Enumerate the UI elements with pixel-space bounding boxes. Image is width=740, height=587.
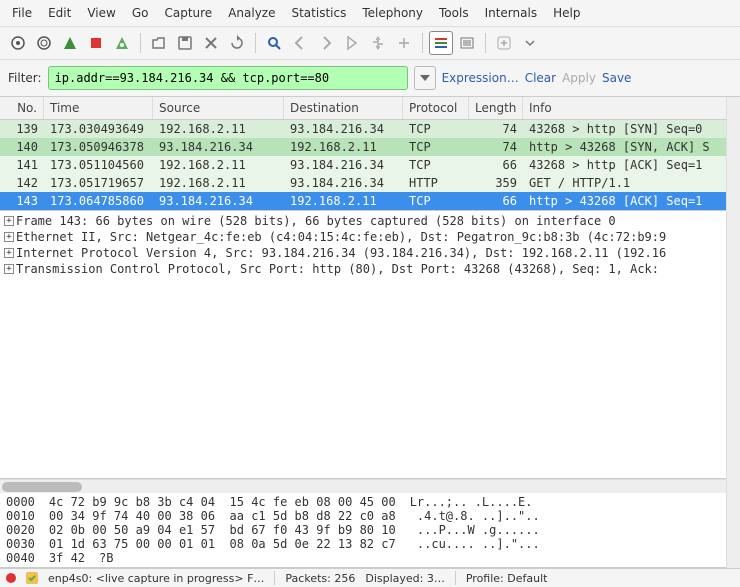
menu-statistics[interactable]: Statistics bbox=[283, 2, 354, 24]
col-header-destination[interactable]: Destination bbox=[284, 97, 403, 119]
hex-row[interactable]: 002002 0b 00 50 a9 04 e1 57 bd 67 f0 43 … bbox=[6, 523, 734, 537]
packet-row[interactable]: 141173.051104560192.168.2.1193.184.216.3… bbox=[0, 156, 740, 174]
expand-icon[interactable]: + bbox=[4, 248, 14, 258]
menu-view[interactable]: View bbox=[79, 2, 123, 24]
list-icon[interactable] bbox=[6, 31, 30, 55]
save-link[interactable]: Save bbox=[602, 71, 631, 85]
details-tree-row[interactable]: +Frame 143: 66 bytes on wire (528 bits),… bbox=[2, 213, 738, 229]
menu-bar: FileEditViewGoCaptureAnalyzeStatisticsTe… bbox=[0, 0, 740, 27]
last-icon[interactable] bbox=[392, 31, 416, 55]
packet-row[interactable]: 143173.06478586093.184.216.34192.168.2.1… bbox=[0, 192, 740, 210]
expand-icon[interactable]: + bbox=[4, 216, 14, 226]
col-header-source[interactable]: Source bbox=[153, 97, 284, 119]
hex-row[interactable]: 001000 34 9f 74 40 00 38 06 aa c1 5d b8 … bbox=[6, 509, 734, 523]
packet-details-pane: +Frame 143: 66 bytes on wire (528 bits),… bbox=[0, 211, 740, 479]
expand-icon[interactable]: + bbox=[4, 232, 14, 242]
packet-bytes-pane: 00004c 72 b9 9c b8 3b c4 04 15 4c fe eb … bbox=[0, 493, 740, 568]
packet-row[interactable]: 142173.051719657192.168.2.1193.184.216.3… bbox=[0, 174, 740, 192]
col-header-no[interactable]: No. bbox=[0, 97, 44, 119]
packet-row[interactable]: 140173.05094637893.184.216.34192.168.2.1… bbox=[0, 138, 740, 156]
menu-telephony[interactable]: Telephony bbox=[354, 2, 431, 24]
hex-row[interactable]: 00403f 42?B bbox=[6, 551, 734, 565]
find-icon[interactable] bbox=[262, 31, 286, 55]
col-header-info[interactable]: Info bbox=[523, 97, 740, 119]
details-hscroll[interactable] bbox=[0, 479, 740, 493]
filter-label: Filter: bbox=[8, 71, 42, 85]
restart-icon[interactable] bbox=[110, 31, 134, 55]
back-icon[interactable] bbox=[288, 31, 312, 55]
hex-row[interactable]: 00004c 72 b9 9c b8 3b c4 04 15 4c fe eb … bbox=[6, 495, 734, 509]
menu-capture[interactable]: Capture bbox=[156, 2, 220, 24]
target-icon[interactable] bbox=[32, 31, 56, 55]
fwd-icon[interactable] bbox=[314, 31, 338, 55]
filter-bar: Filter: Expression… Clear Apply Save bbox=[0, 60, 740, 97]
colorize-icon[interactable] bbox=[429, 31, 453, 55]
filter-input[interactable] bbox=[48, 66, 408, 90]
filter-dropdown-button[interactable] bbox=[414, 66, 436, 90]
menu-help[interactable]: Help bbox=[545, 2, 588, 24]
first-icon[interactable] bbox=[366, 31, 390, 55]
status-bar: enp4s0: <live capture in progress> F… Pa… bbox=[0, 568, 740, 587]
capture-active-icon bbox=[6, 573, 16, 583]
status-displayed: Displayed: 3… bbox=[365, 572, 445, 585]
dropdown-icon[interactable] bbox=[518, 31, 542, 55]
reload-icon[interactable] bbox=[225, 31, 249, 55]
details-tree-row[interactable]: +Transmission Control Protocol, Src Port… bbox=[2, 261, 738, 277]
details-tree-row[interactable]: +Internet Protocol Version 4, Src: 93.18… bbox=[2, 245, 738, 261]
vertical-scrollbar[interactable] bbox=[726, 97, 740, 568]
autoscroll-icon[interactable] bbox=[455, 31, 479, 55]
close-icon[interactable] bbox=[199, 31, 223, 55]
menu-analyze[interactable]: Analyze bbox=[220, 2, 283, 24]
expression-link[interactable]: Expression… bbox=[442, 71, 519, 85]
fin-icon[interactable] bbox=[58, 31, 82, 55]
expand-icon[interactable]: + bbox=[4, 264, 14, 274]
expert-info-icon[interactable] bbox=[26, 572, 38, 584]
menu-edit[interactable]: Edit bbox=[40, 2, 79, 24]
clear-link[interactable]: Clear bbox=[525, 71, 556, 85]
menu-tools[interactable]: Tools bbox=[431, 2, 477, 24]
status-packets: Packets: 256 bbox=[285, 572, 355, 585]
hex-row[interactable]: 003001 1d 63 75 00 00 01 01 08 0a 5d 0e … bbox=[6, 537, 734, 551]
col-header-time[interactable]: Time bbox=[44, 97, 153, 119]
menu-file[interactable]: File bbox=[4, 2, 40, 24]
menu-go[interactable]: Go bbox=[124, 2, 157, 24]
col-header-protocol[interactable]: Protocol bbox=[403, 97, 469, 119]
packet-list-pane: No. Time Source Destination Protocol Len… bbox=[0, 97, 740, 211]
stop-icon[interactable] bbox=[84, 31, 108, 55]
zoom-icon[interactable] bbox=[492, 31, 516, 55]
save-icon[interactable] bbox=[173, 31, 197, 55]
apply-link[interactable]: Apply bbox=[562, 71, 596, 85]
details-tree-row[interactable]: +Ethernet II, Src: Netgear_4c:fe:eb (c4:… bbox=[2, 229, 738, 245]
open-icon[interactable] bbox=[147, 31, 171, 55]
packet-list-header[interactable]: No. Time Source Destination Protocol Len… bbox=[0, 97, 740, 120]
status-interface: enp4s0: <live capture in progress> F… bbox=[48, 572, 264, 585]
menu-internals[interactable]: Internals bbox=[477, 2, 546, 24]
main-toolbar bbox=[0, 27, 740, 60]
status-profile[interactable]: Profile: Default bbox=[466, 572, 548, 585]
jump-icon[interactable] bbox=[340, 31, 364, 55]
packet-row[interactable]: 139173.030493649192.168.2.1193.184.216.3… bbox=[0, 120, 740, 138]
col-header-length[interactable]: Length bbox=[469, 97, 523, 119]
